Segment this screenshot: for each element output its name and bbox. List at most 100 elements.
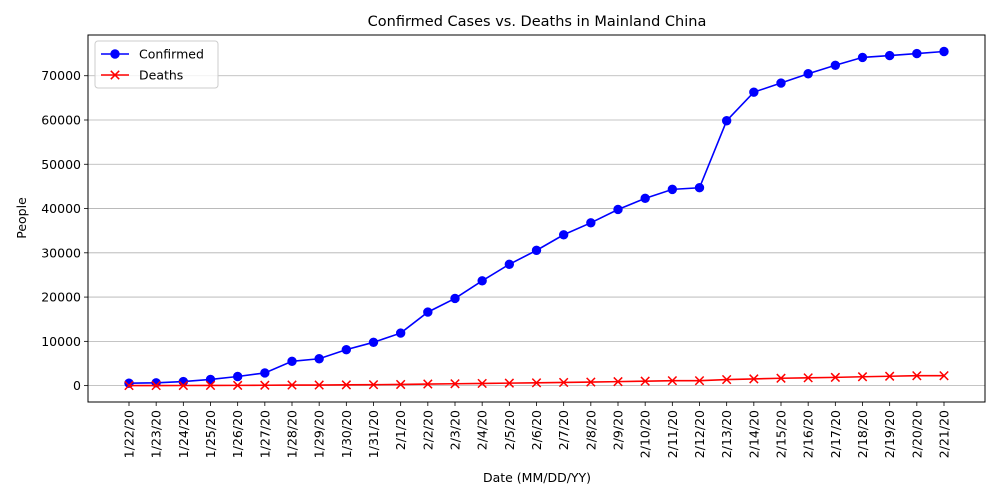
point-deaths — [178, 380, 189, 391]
point-deaths — [232, 380, 243, 391]
point-deaths — [423, 379, 433, 389]
point-deaths — [314, 380, 324, 390]
y-axis-label: People — [14, 197, 29, 239]
point-confirmed — [694, 183, 705, 193]
point-confirmed — [884, 50, 895, 61]
chart-title: Confirmed Cases vs. Deaths in Mainland C… — [368, 14, 707, 30]
point-deaths — [721, 374, 732, 385]
point-deaths — [939, 370, 949, 381]
y-tick-label: 60000 — [41, 112, 81, 127]
point-deaths — [477, 378, 487, 389]
x-tick-label: 2/13/20 — [719, 410, 734, 458]
point-confirmed — [613, 204, 623, 215]
point-deaths — [450, 379, 460, 389]
point-confirmed — [749, 87, 759, 97]
x-tick-label: 2/2/20 — [420, 410, 435, 450]
x-tick-label: 2/4/20 — [475, 410, 490, 450]
legend: Confirmed Deaths — [94, 40, 219, 89]
x-tick-label: 2/12/20 — [692, 410, 707, 458]
point-deaths — [586, 377, 596, 387]
x-tick-label: 2/18/20 — [855, 410, 870, 458]
point-confirmed — [260, 368, 270, 378]
y-axis: 0 10000 20000 30000 40000 50000 60000 70000 — [41, 68, 88, 393]
point-confirmed — [368, 337, 379, 348]
x-tick-label: 2/11/20 — [665, 410, 680, 458]
x-tick-label: 1/22/20 — [122, 410, 137, 458]
point-deaths — [124, 380, 134, 391]
grid — [88, 75, 985, 387]
series-layer — [124, 46, 949, 391]
point-deaths — [830, 372, 841, 383]
y-tick-label: 30000 — [41, 245, 81, 260]
y-tick-label: 50000 — [41, 157, 81, 172]
point-deaths — [884, 371, 895, 381]
point-confirmed — [477, 276, 487, 286]
point-deaths — [151, 380, 161, 391]
legend-item-confirmed: Confirmed — [101, 47, 204, 62]
x-tick-label: 2/1/20 — [393, 410, 408, 450]
point-deaths — [640, 376, 650, 386]
series-confirmed — [124, 46, 949, 388]
point-deaths — [205, 380, 216, 391]
point-confirmed — [558, 230, 569, 240]
point-deaths — [368, 379, 379, 390]
point-confirmed — [314, 354, 324, 364]
x-tick-label: 2/8/20 — [583, 410, 598, 450]
x-tick-label: 2/17/20 — [828, 410, 843, 458]
x-tick-label: 1/31/20 — [366, 410, 381, 458]
x-tick-label: 2/14/20 — [746, 410, 761, 458]
y-tick-label: 40000 — [41, 201, 81, 216]
x-tick-label: 2/16/20 — [801, 410, 816, 458]
point-confirmed — [857, 52, 868, 63]
point-confirmed — [640, 193, 650, 204]
x-tick-label: 2/3/20 — [448, 410, 463, 450]
point-deaths — [857, 372, 868, 382]
x-tick-label: 2/15/20 — [774, 410, 789, 458]
x-tick-label: 1/23/20 — [149, 410, 164, 458]
x-tick-label: 2/7/20 — [556, 410, 571, 450]
x-tick-label: 2/9/20 — [611, 410, 626, 450]
point-deaths — [504, 378, 515, 388]
point-confirmed — [531, 245, 542, 256]
point-confirmed — [450, 293, 460, 304]
point-confirmed — [830, 60, 841, 70]
point-confirmed — [586, 218, 596, 228]
point-confirmed — [803, 69, 813, 79]
x-tick-label: 1/27/20 — [257, 410, 272, 458]
point-deaths — [912, 370, 922, 381]
x-tick-label: 1/26/20 — [230, 410, 245, 458]
x-tick-label: 1/25/20 — [203, 410, 218, 458]
point-deaths — [558, 377, 569, 388]
point-confirmed — [287, 356, 297, 366]
x-tick-label: 2/10/20 — [638, 410, 653, 458]
point-deaths — [694, 375, 705, 386]
point-deaths — [341, 380, 352, 390]
point-confirmed — [395, 328, 406, 338]
point-deaths — [776, 373, 786, 383]
point-deaths — [287, 380, 297, 390]
x-tick-label: 2/20/20 — [909, 410, 924, 458]
legend-label: Deaths — [139, 68, 183, 83]
legend-marker — [110, 70, 120, 80]
x-tick-label: 2/19/20 — [882, 410, 897, 458]
legend-label: Confirmed — [139, 47, 204, 62]
series-deaths — [124, 370, 949, 391]
x-tick-label: 1/24/20 — [176, 410, 191, 458]
point-deaths — [395, 379, 406, 390]
point-confirmed — [341, 344, 352, 355]
line-deaths — [129, 374, 944, 387]
point-deaths — [260, 380, 270, 390]
point-confirmed — [939, 46, 949, 57]
point-confirmed — [776, 78, 786, 88]
y-tick-label: 20000 — [41, 290, 81, 305]
point-deaths — [803, 373, 813, 383]
x-axis-label: Date (MM/DD/YY) — [483, 470, 591, 485]
x-tick-label: 1/30/20 — [339, 410, 354, 458]
y-tick-label: 10000 — [41, 334, 81, 349]
y-tick-label: 70000 — [41, 68, 81, 83]
point-confirmed — [667, 184, 678, 195]
point-confirmed — [912, 48, 922, 59]
x-axis: 1/22/20 1/23/20 1/24/20 1/25/20 1/26/20 1/27/… — [122, 402, 952, 458]
point-deaths — [667, 375, 678, 386]
